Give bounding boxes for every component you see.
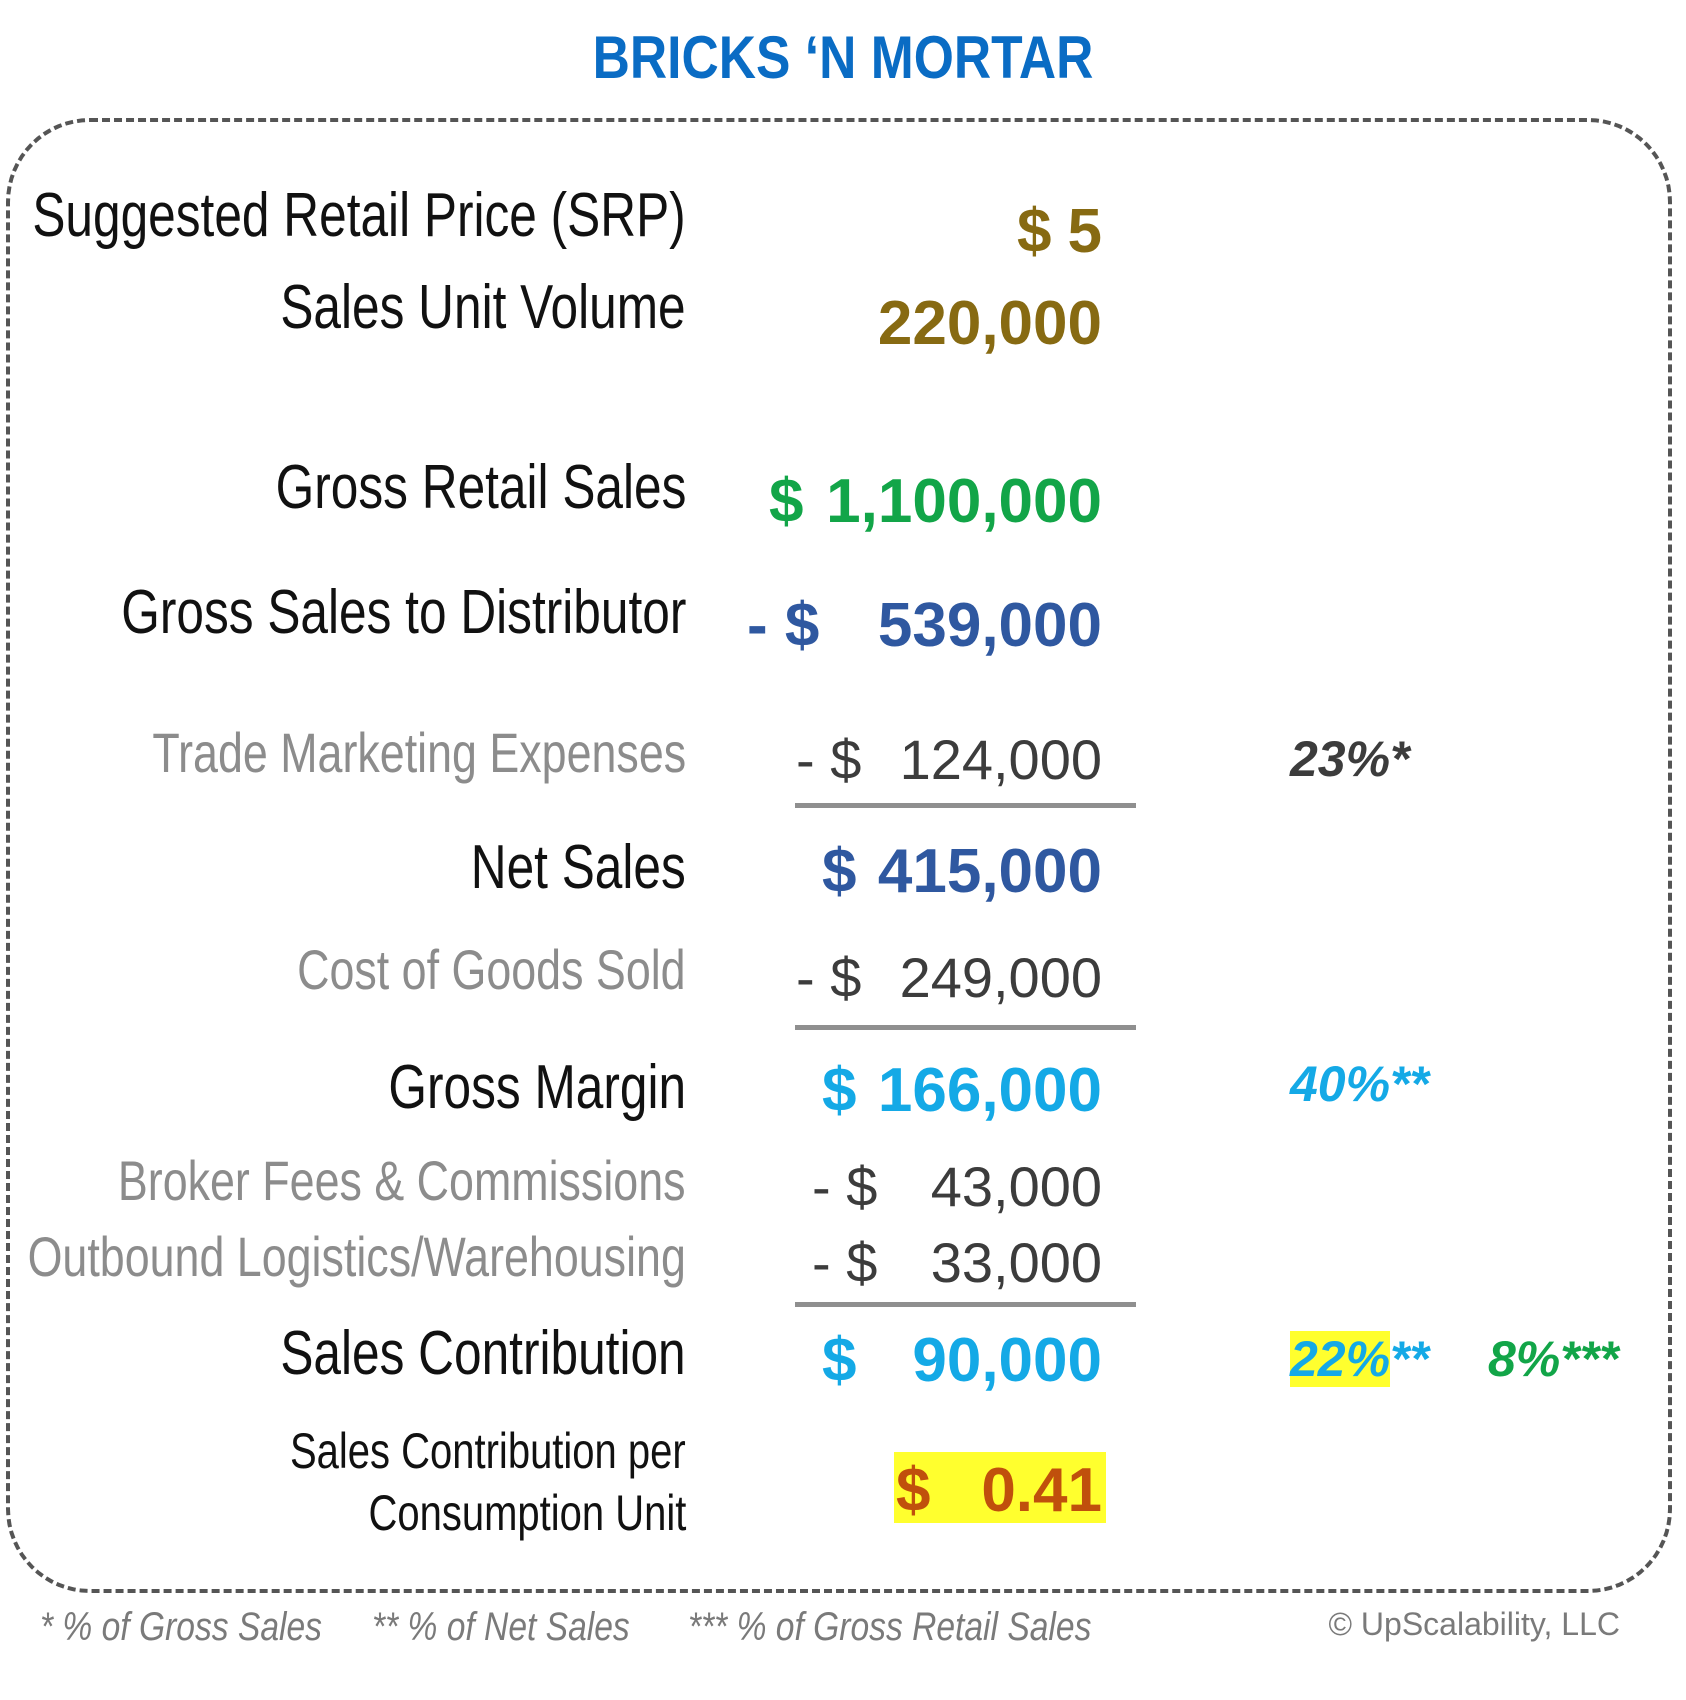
broker-fees-label: Broker Fees & Commissions [118, 1149, 686, 1212]
footnote-gross-retail: *** % of Gross Retail Sales [688, 1605, 1092, 1649]
srp-value: 5 [1067, 197, 1102, 266]
net-sales-value: 415,000 [877, 837, 1102, 906]
net-sales-label: Net Sales [470, 833, 686, 902]
subtotal-rule [795, 803, 1136, 808]
logistics-value: 33,000 [930, 1231, 1102, 1294]
volume-label: Sales Unit Volume [280, 273, 686, 342]
gross-dist-value: 539,000 [877, 591, 1102, 660]
subtotal-rule [795, 1302, 1136, 1307]
contribution-label: Sales Contribution [280, 1319, 686, 1388]
subtotal-rule [795, 1025, 1136, 1030]
trade-marketing-percent: 23%* [1290, 731, 1410, 787]
gross-margin-value: 166,000 [877, 1056, 1102, 1125]
gross-margin-currency: $ [822, 1056, 857, 1125]
srp-label: Suggested Retail Price (SRP) [32, 181, 686, 250]
gross-retail-label: Gross Retail Sales [275, 453, 686, 522]
contribution-value: 90,000 [912, 1326, 1102, 1395]
broker-fees-value: 43,000 [930, 1155, 1102, 1218]
broker-fees-currency: - $ [812, 1155, 878, 1218]
per-unit-label-line2: Consumption Unit [368, 1485, 686, 1541]
footnote-gross-sales: * % of Gross Sales [40, 1605, 322, 1649]
gross-dist-label: Gross Sales to Distributor [120, 578, 686, 647]
gross-margin-percent: 40%** [1290, 1056, 1429, 1112]
logistics-currency: - $ [812, 1231, 878, 1294]
copyright: © UpScalability, LLC [1328, 1606, 1620, 1642]
trade-marketing-value: 124,000 [899, 728, 1102, 791]
contribution-retail-percent: 8%*** [1488, 1331, 1619, 1387]
trade-marketing-label: Trade Marketing Expenses [152, 721, 686, 784]
contribution-currency: $ [822, 1326, 857, 1395]
gross-retail-currency: $ [769, 467, 804, 536]
footnote-net-sales: ** % of Net Sales [372, 1605, 630, 1649]
net-sales-currency: $ [822, 837, 857, 906]
trade-marketing-currency: - $ [796, 728, 862, 791]
highlighted-percent: 22% [1290, 1331, 1391, 1387]
gross-dist-currency: - $ [747, 591, 820, 660]
gross-retail-value: 1,100,000 [826, 467, 1102, 536]
per-unit-highlight [894, 1452, 1106, 1523]
percent-marker: ** [1390, 1331, 1429, 1387]
gross-margin-label: Gross Margin [388, 1053, 686, 1122]
logistics-label: Outbound Logistics/Warehousing [27, 1225, 686, 1288]
per-unit-value: 0.41 [981, 1456, 1102, 1525]
cogs-value: 249,000 [899, 946, 1102, 1009]
page-title: BRICKS ‘N MORTAR [592, 24, 1094, 91]
cogs-currency: - $ [796, 946, 862, 1009]
per-unit-currency: $ [896, 1456, 931, 1525]
statement-frame [6, 118, 1672, 1593]
contribution-net-percent: 22%** [1290, 1330, 1429, 1388]
srp-currency: $ [1017, 197, 1052, 266]
per-unit-label-line1: Sales Contribution per [290, 1423, 686, 1479]
volume-value: 220,000 [877, 289, 1102, 358]
cogs-label: Cost of Goods Sold [297, 938, 686, 1001]
